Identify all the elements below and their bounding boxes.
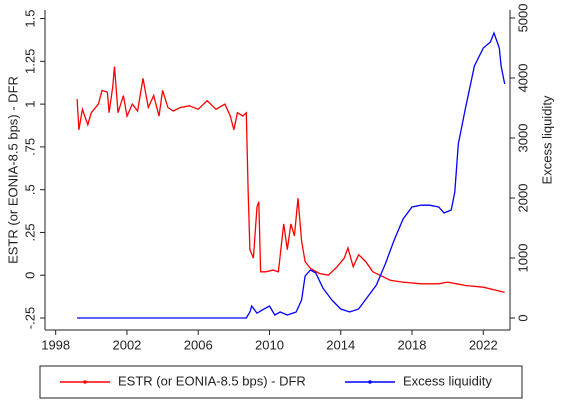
y2-axis-title: Excess liquidity — [539, 95, 554, 184]
x-tick-label: 1998 — [41, 337, 70, 352]
x-tick-label: 2018 — [398, 337, 427, 352]
x-tick-label: 2022 — [469, 337, 498, 352]
x-tick-label: 2006 — [184, 337, 213, 352]
y-tick-label: -.25 — [22, 307, 37, 329]
y-tick-label: .25 — [22, 223, 37, 241]
y-tick-label: 1.25 — [22, 49, 37, 74]
y2-tick-label: 1000 — [515, 244, 530, 273]
legend-label: Excess liquidity — [403, 373, 492, 388]
legend-marker — [368, 380, 372, 384]
y-tick-label: 1.5 — [22, 10, 37, 28]
y-tick-label: .5 — [22, 184, 37, 195]
y-tick-label: 1 — [22, 101, 37, 108]
y2-tick-label: 5000 — [515, 4, 530, 33]
y2-tick-label: 2000 — [515, 184, 530, 213]
y2-tick-label: 0 — [515, 314, 530, 321]
series-line — [76, 66, 505, 294]
legend-marker — [83, 380, 87, 384]
x-tick-label: 2010 — [255, 337, 284, 352]
x-tick-label: 2014 — [326, 337, 355, 352]
series-line — [77, 31, 506, 319]
x-tick-label: 2002 — [112, 337, 141, 352]
y2-tick-label: 4000 — [515, 64, 530, 93]
y-tick-label: 0 — [22, 272, 37, 279]
y-tick-label: .75 — [22, 138, 37, 156]
y2-tick-label: 3000 — [515, 124, 530, 153]
legend-label: ESTR (or EONIA-8.5 bps) - DFR — [118, 373, 306, 388]
y-axis-title: ESTR (or EONIA-8.5 bps) - DFR — [5, 76, 20, 264]
legend-box — [39, 365, 523, 399]
